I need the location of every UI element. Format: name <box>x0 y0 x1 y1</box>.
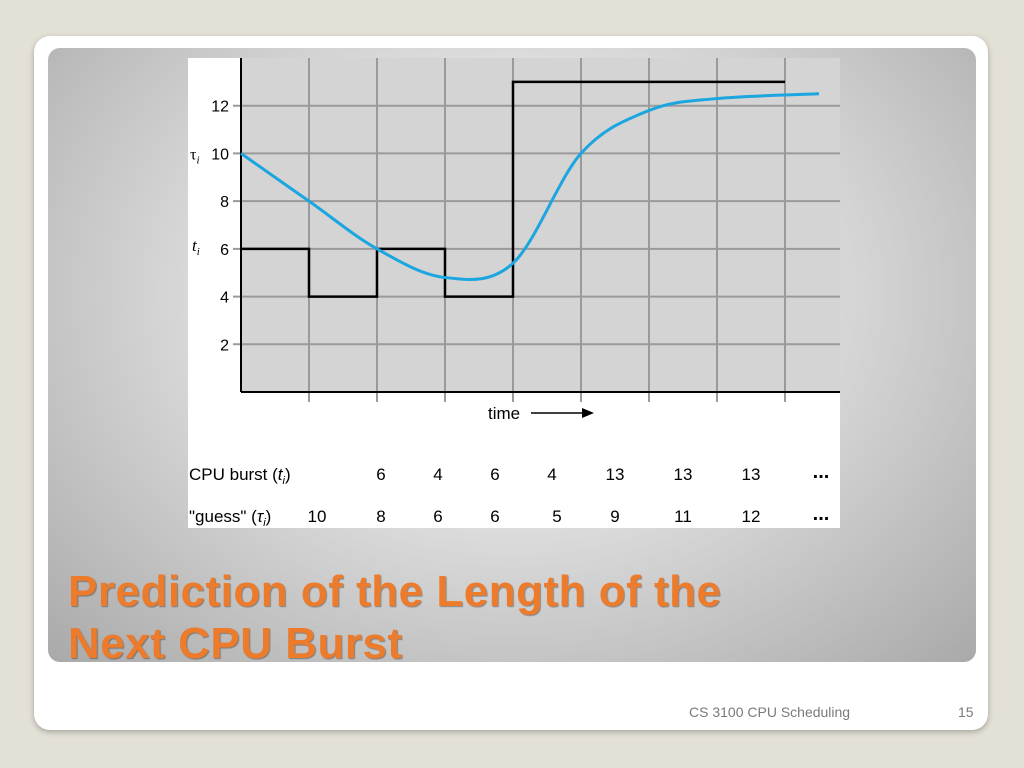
chart-figure: 2 4 6 8 10 12 τi ti time CPU burst (ti) 6 4 6 4 13 13 13… <box>188 58 840 528</box>
table-cell: 10 <box>308 507 327 526</box>
y-tick-label: 10 <box>211 146 229 163</box>
slide-title: Prediction of the Length of the Next CPU… <box>68 566 948 670</box>
footer-course: CS 3100 CPU Scheduling <box>689 704 851 720</box>
table-cell: 12 <box>742 507 761 526</box>
y-tick-label: 12 <box>211 99 229 116</box>
table-cell: 4 <box>547 465 556 484</box>
tau-axis-subscript: i <box>196 154 199 166</box>
cpu-burst-step-line <box>241 80 785 298</box>
table-row-label: "guess" (τi) <box>189 507 271 528</box>
y-tick-label: 6 <box>220 242 229 259</box>
x-axis-label: time <box>488 404 520 423</box>
table-cell: 6 <box>376 465 385 484</box>
slide-title-line-2: Next CPU Burst <box>68 619 403 668</box>
table-row-label-subscript: i <box>283 475 286 487</box>
t-axis-symbol: ti <box>192 236 200 258</box>
x-axis-arrow-head <box>582 408 594 418</box>
tau-axis-symbol: τi <box>190 146 200 166</box>
table-cell: 11 <box>674 507 692 526</box>
table-cell: 13 <box>742 465 761 484</box>
table-row-label-suffix: ) <box>266 507 272 526</box>
table-cell: 5 <box>552 507 561 526</box>
y-tick-label: 2 <box>220 337 229 354</box>
y-tick-label: 4 <box>220 290 229 307</box>
table-row-label-suffix: ) <box>285 465 291 484</box>
footer-page-number: 15 <box>958 704 974 720</box>
table-cell: 13 <box>606 465 625 484</box>
table-cell: 8 <box>376 507 385 526</box>
table-row-label-symbol: τ <box>257 507 265 526</box>
t-axis-subscript: i <box>197 246 200 258</box>
table-row-label-subscript: i <box>263 517 266 528</box>
table-row-label-prefix: CPU burst ( <box>189 465 278 484</box>
y-tick-label: 8 <box>220 194 229 211</box>
guess-prediction-curve <box>240 92 820 281</box>
table-cell: 6 <box>490 465 499 484</box>
table-row-label-prefix: "guess" ( <box>189 507 257 526</box>
table-cell: ... <box>813 503 830 525</box>
table-row-label-symbol: t <box>278 465 284 484</box>
table-cell: ... <box>813 461 830 483</box>
table-cell: 6 <box>433 507 442 526</box>
table-cell: 6 <box>490 507 499 526</box>
table-cell: 4 <box>433 465 442 484</box>
table-cell: 13 <box>674 465 693 484</box>
slide-title-line-1: Prediction of the Length of the <box>68 567 722 616</box>
table-cell: 9 <box>610 507 619 526</box>
table-row-label: CPU burst (ti) <box>189 465 291 487</box>
